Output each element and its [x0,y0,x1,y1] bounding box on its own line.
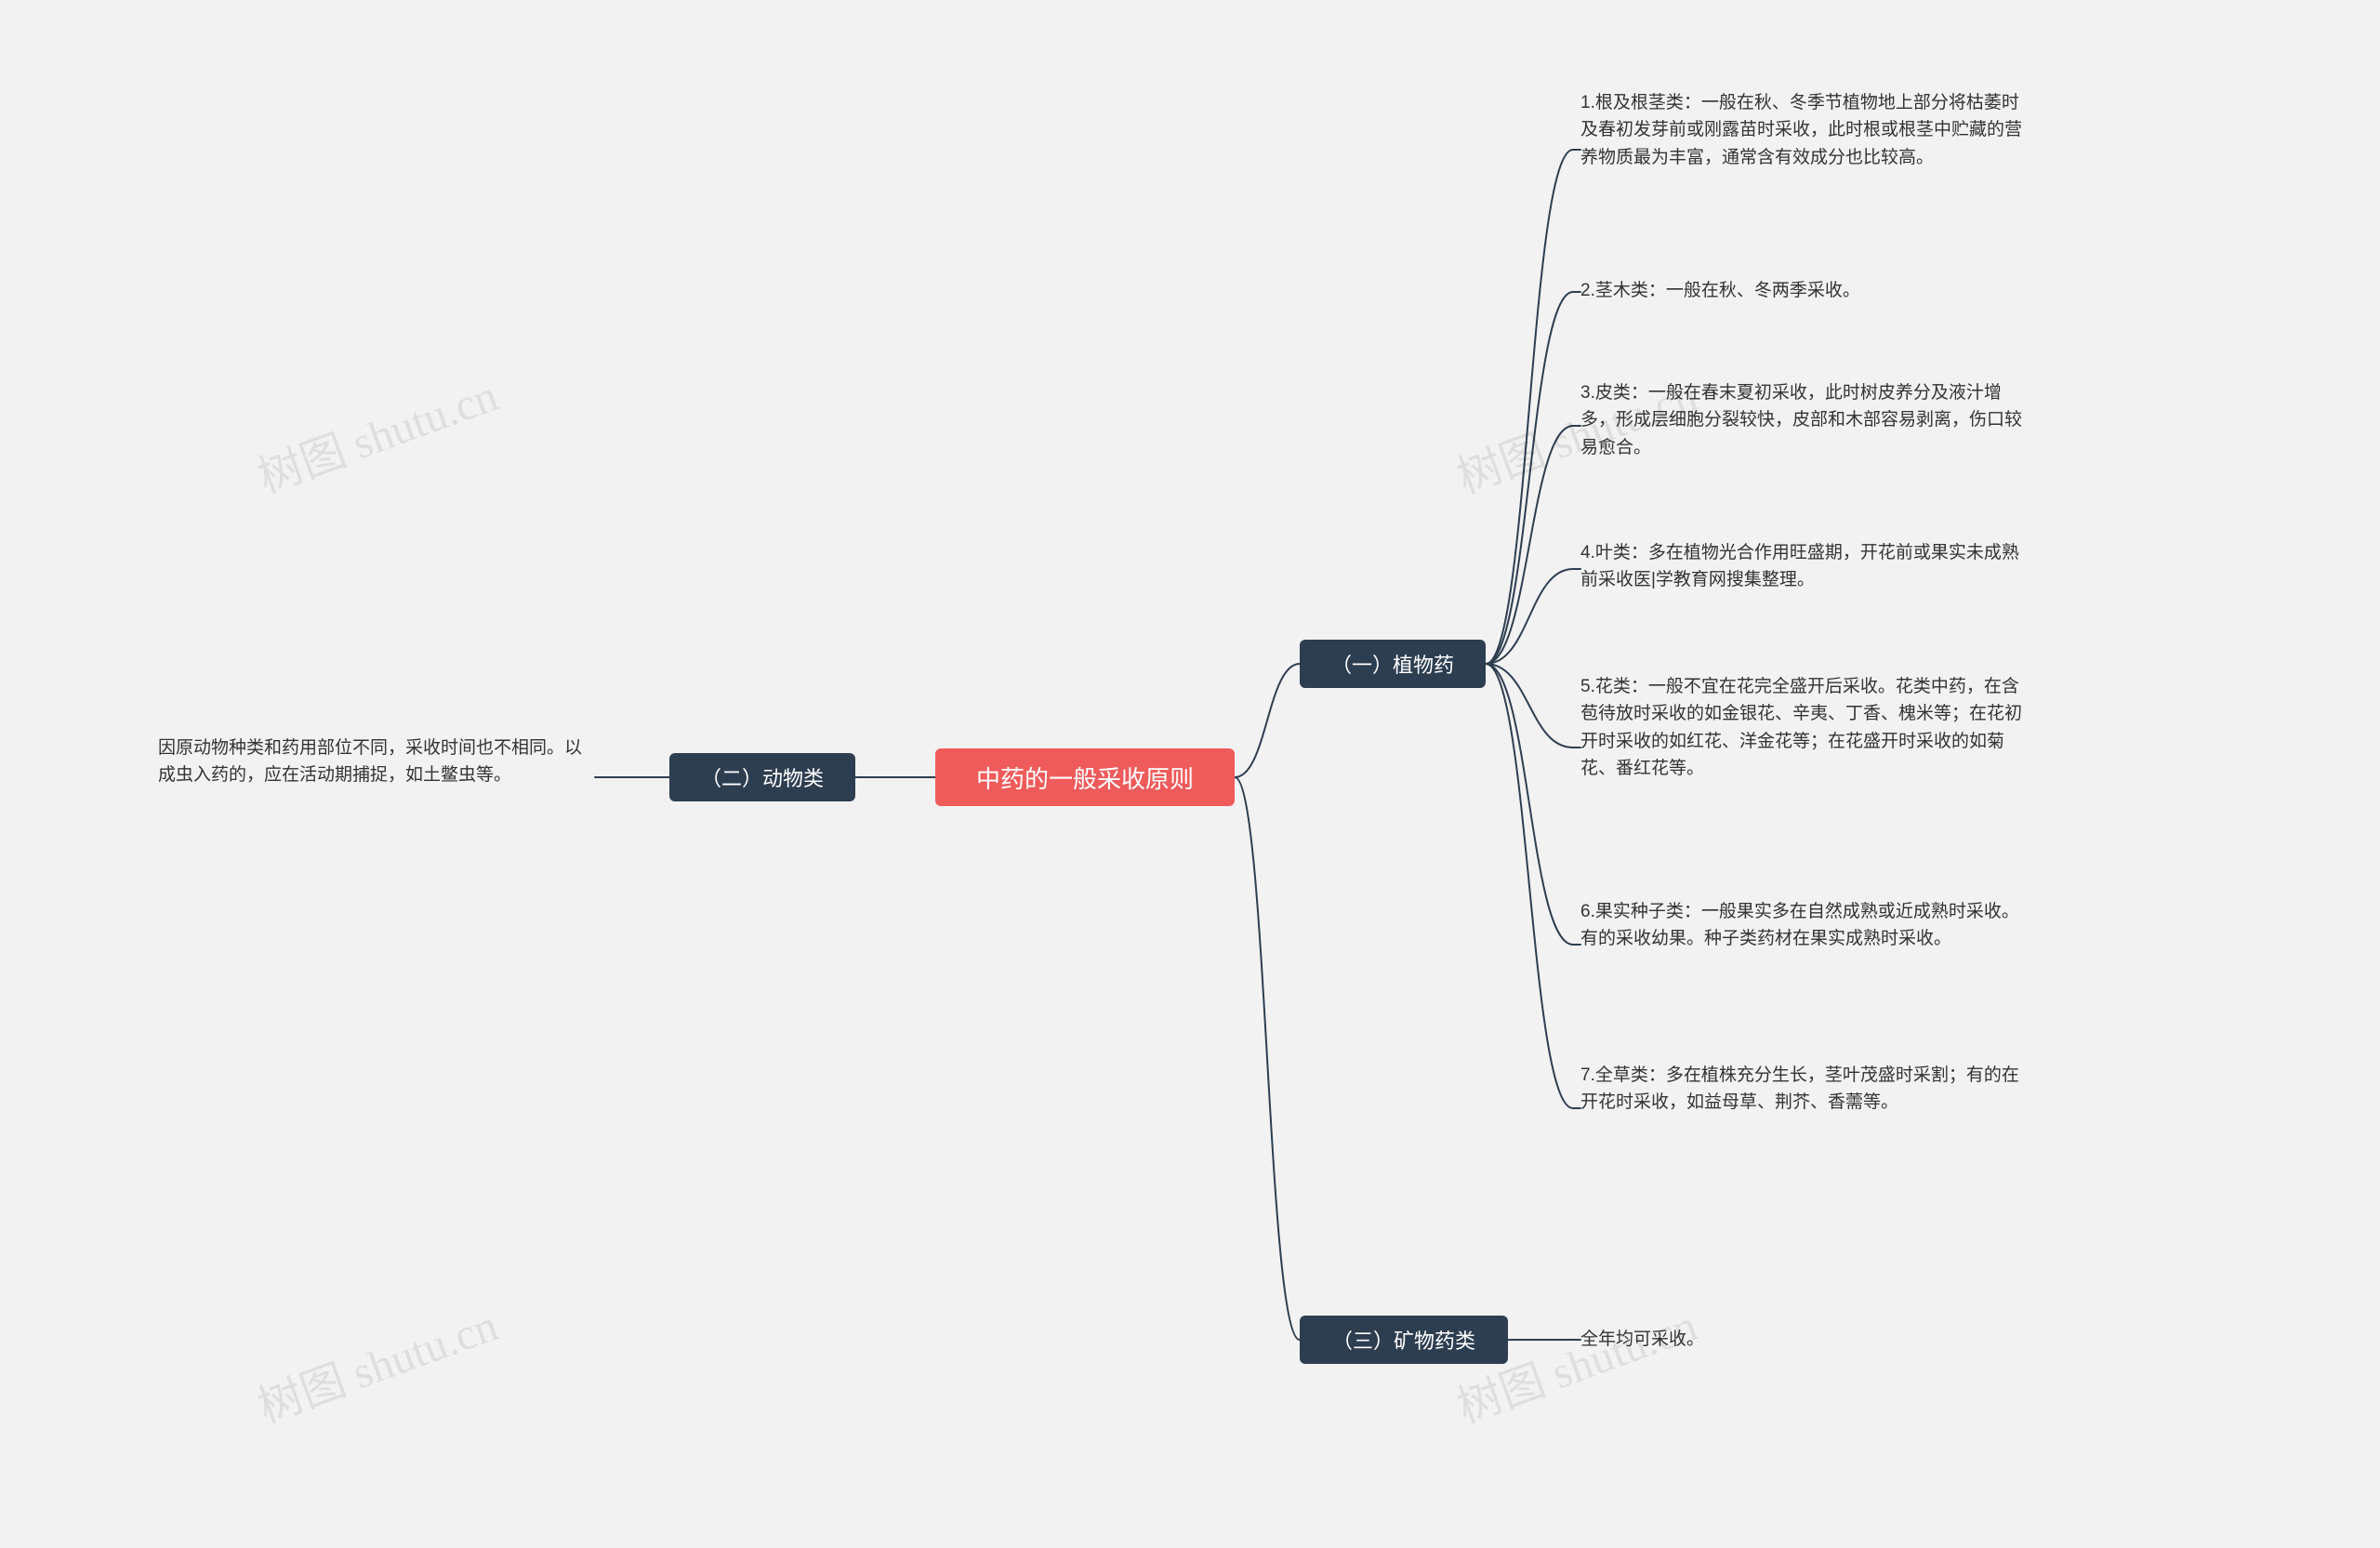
watermark: 树图 shutu.cn [247,359,505,506]
leaf-plants-5: 5.花类：一般不宜在花完全盛开后采收。花类中药，在含苞待放时采收的如金银花、辛夷… [1580,673,2027,783]
leaf-plants-7: 7.全草类：多在植株充分生长，茎叶茂盛时采割；有的在开花时采收，如益母草、荆芥、… [1580,1062,2027,1117]
mindmap-canvas: 中药的一般采收原则 （一）植物药 （二）动物类 （三）矿物药类 1.根及根茎类：… [0,0,2380,1548]
leaf-plants-4: 4.叶类：多在植物光合作用旺盛期，开花前或果实未成熟前采收医|学教育网搜集整理。 [1580,539,2027,594]
leaf-plants-3: 3.皮类：一般在春末夏初采收，此时树皮养分及液汁增多，形成层细胞分裂较快，皮部和… [1580,379,2027,461]
branch-plants[interactable]: （一）植物药 [1300,640,1486,688]
leaf-animals-1: 因原动物种类和药用部位不同，采收时间也不相同。以成虫入药的，应在活动期捕捉，如土… [158,734,595,789]
root-node[interactable]: 中药的一般采收原则 [935,748,1235,806]
leaf-plants-2: 2.茎木类：一般在秋、冬两季采收。 [1580,277,2027,304]
branch-animals[interactable]: （二）动物类 [669,753,855,801]
leaf-minerals-1: 全年均可采收。 [1580,1326,1859,1353]
branch-minerals[interactable]: （三）矿物药类 [1300,1316,1508,1364]
leaf-plants-6: 6.果实种子类：一般果实多在自然成熟或近成熟时采收。有的采收幼果。种子类药材在果… [1580,898,2027,953]
leaf-plants-1: 1.根及根茎类：一般在秋、冬季节植物地上部分将枯萎时及春初发芽前或刚露苗时采收，… [1580,89,2027,171]
watermark: 树图 shutu.cn [247,1289,505,1436]
